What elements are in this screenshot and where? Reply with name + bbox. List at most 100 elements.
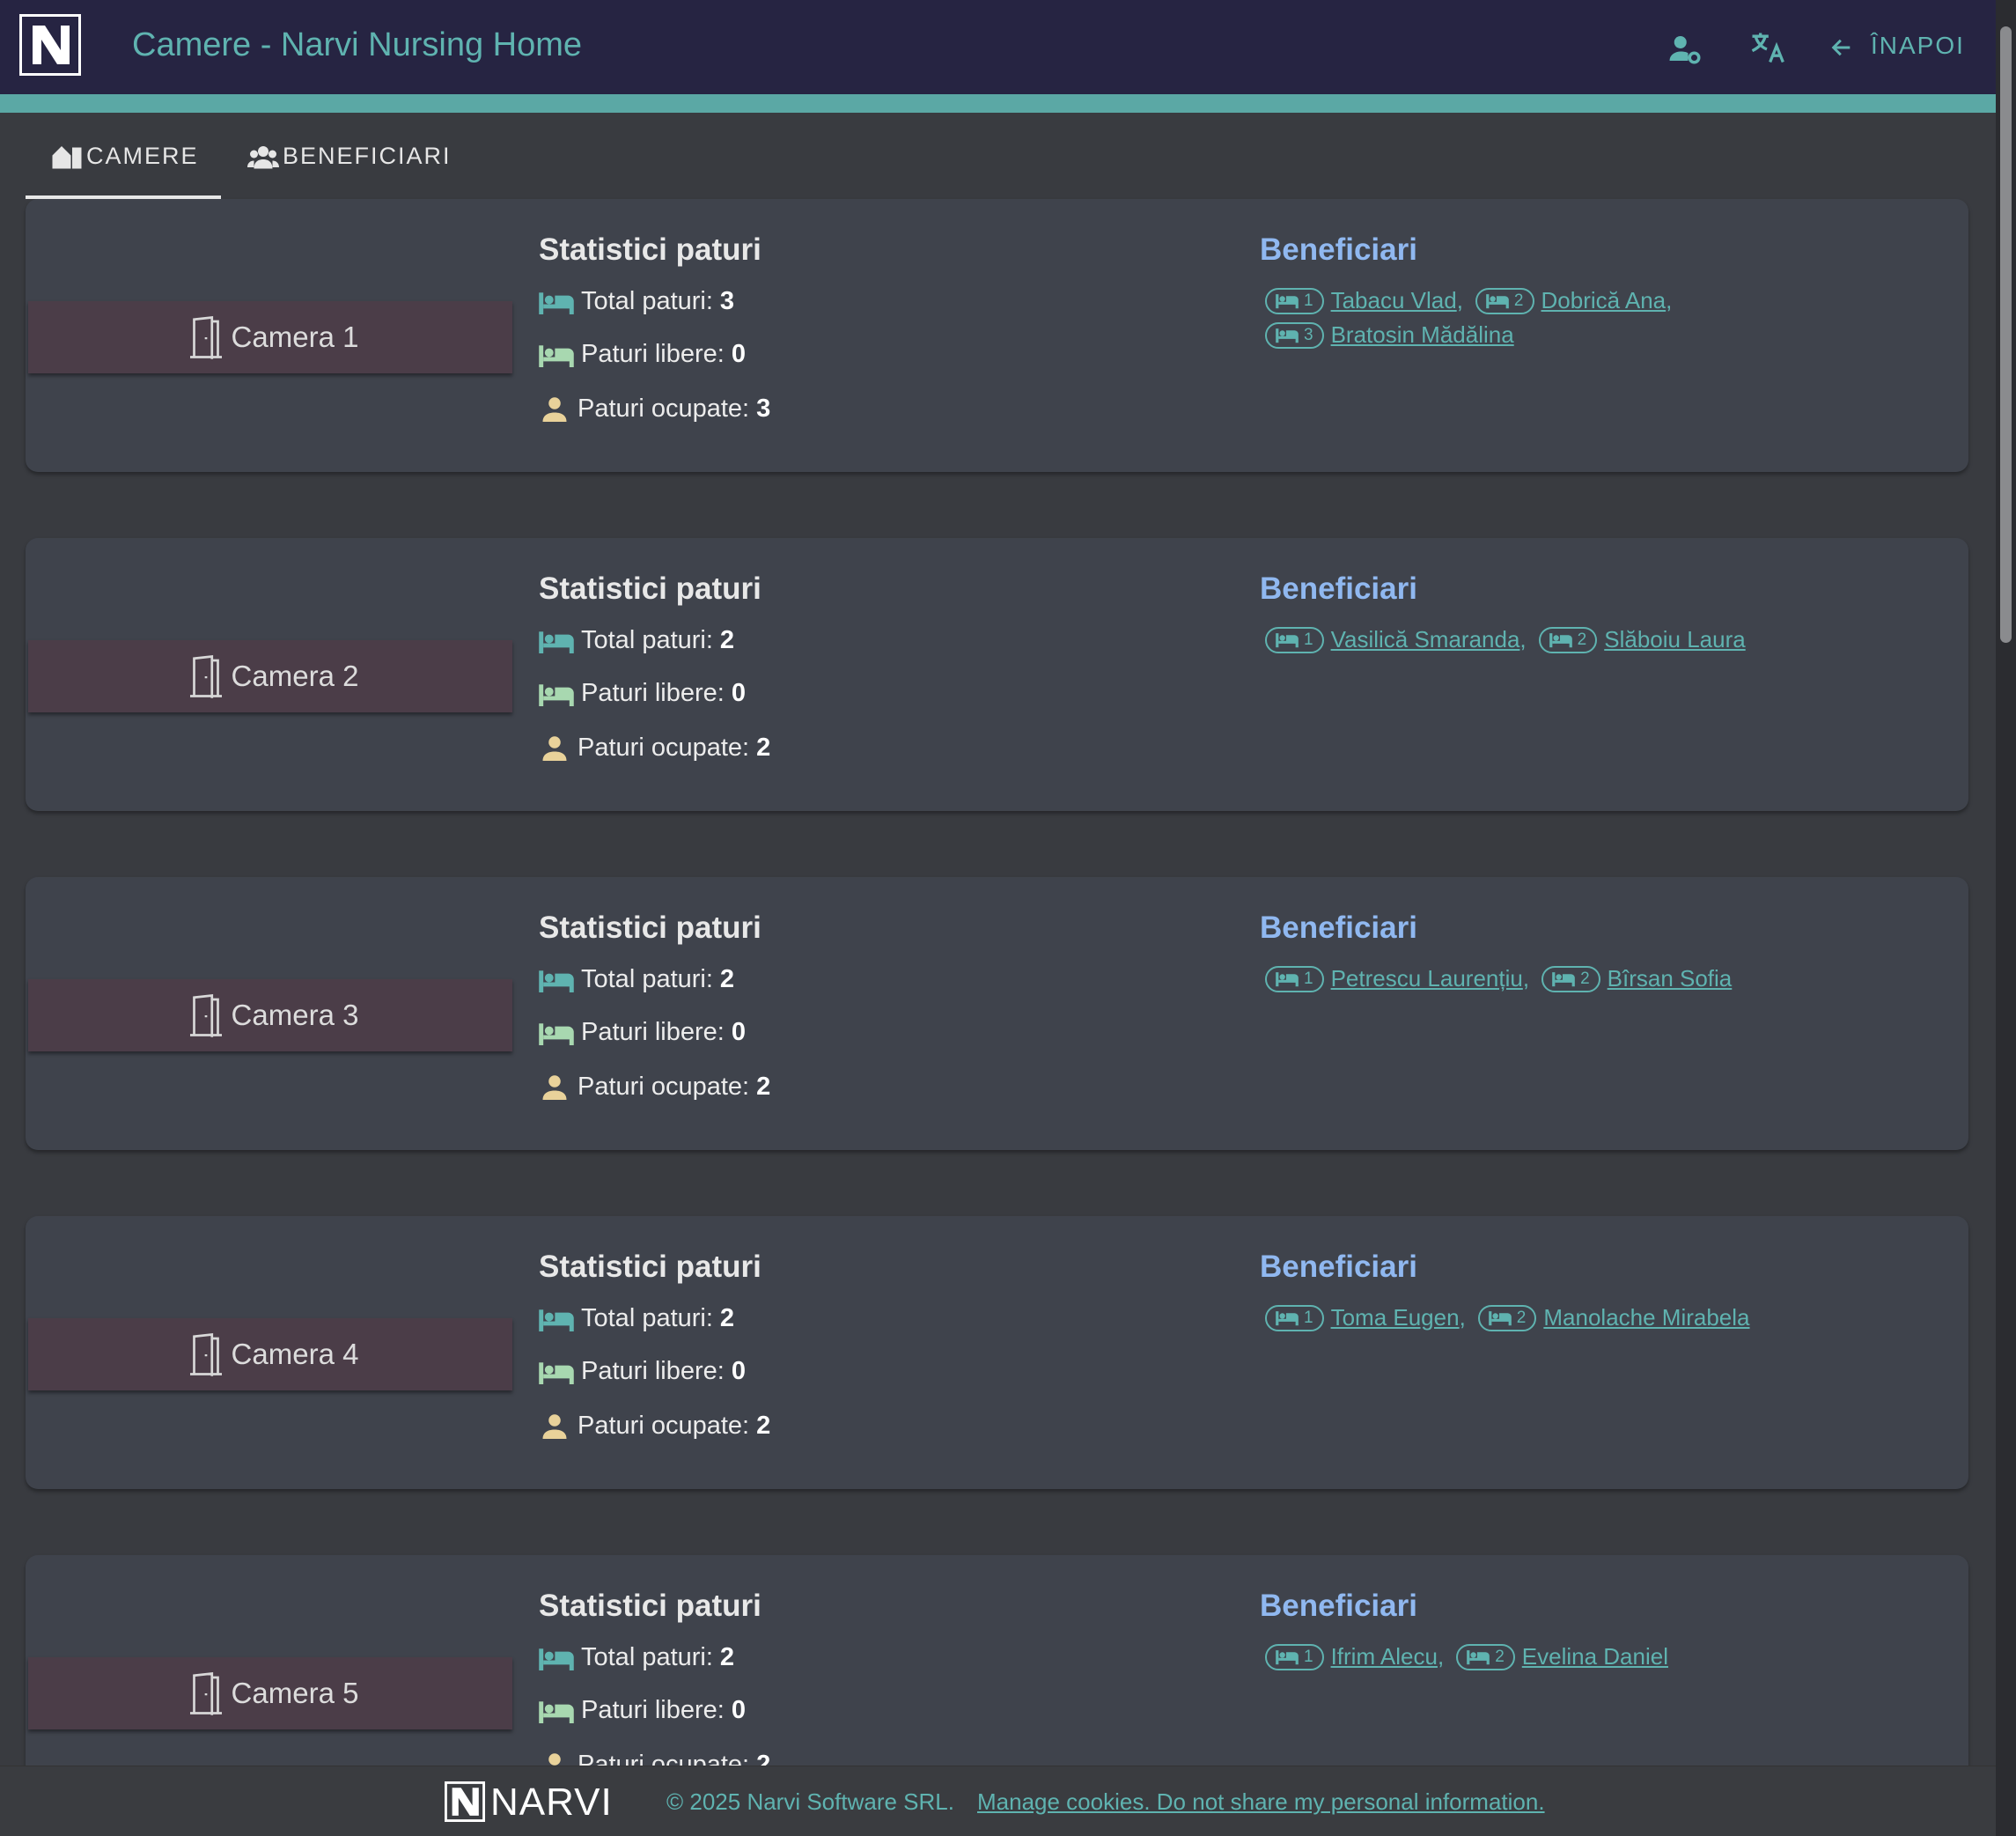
tab[interactable]: CAMERE [51,143,199,170]
room-name: Camera 2 [231,660,359,692]
room-button[interactable]: Camera 4 [28,1318,512,1390]
stat-icon [539,290,574,314]
stat-row: Total paturi: 2 [539,1643,734,1672]
bed-icon [1276,292,1299,309]
stat-value: 0 [731,340,746,368]
stat-row: Paturi ocupate: 2 [539,1071,770,1102]
bed-number: 2 [1577,630,1587,649]
beneficiary[interactable]: 1 Toma Eugen, [1265,1304,1466,1331]
beneficiary-name[interactable]: Vasilică Smaranda [1330,626,1520,653]
stat-icon [539,1360,574,1384]
stat-row: Paturi ocupate: 2 [539,1410,770,1442]
beneficiaries-title: Beneficiari [1260,1589,1417,1623]
beneficiary-name[interactable]: Toma Eugen [1330,1304,1460,1331]
stat-icon [539,1699,574,1723]
door-icon [182,992,230,1039]
stat-row: Total paturi: 2 [539,1304,734,1333]
beneficiary[interactable]: 2 Slăboiu Laura [1538,626,1746,653]
room-button[interactable]: Camera 1 [28,301,512,373]
beneficiary-name[interactable]: Manolache Mirabela [1543,1304,1750,1331]
beneficiary[interactable]: 2 Manolache Mirabela [1477,1304,1750,1331]
stat-value: 2 [719,965,735,993]
beneficiary-name[interactable]: Bratosin Mădălina [1330,321,1514,348]
user-settings-icon[interactable] [1667,30,1703,67]
room-button[interactable]: Camera 5 [28,1657,512,1729]
bed-icon [1276,327,1299,343]
bed-chip: 1 [1265,1304,1324,1331]
stat-value: 2 [756,1411,771,1440]
stat-value: 0 [731,679,746,707]
room-button[interactable]: Camera 3 [28,979,512,1051]
beneficiary-name[interactable]: Evelina Daniel [1521,1643,1668,1670]
bed-number: 1 [1304,1647,1313,1666]
stat-label: Paturi libere: [581,1018,725,1046]
logo[interactable] [19,14,81,76]
beneficiary[interactable]: 3 Bratosin Mădălina [1265,321,1514,349]
bed-icon [1276,631,1299,648]
door-icon [182,313,230,361]
stat-value: 2 [756,1072,771,1101]
beneficiary[interactable]: 1 Petrescu Laurențiu, [1265,965,1529,992]
beneficiary[interactable]: 2 Bîrsan Sofia [1541,965,1732,992]
bed-chip: 1 [1265,965,1324,992]
beneficiary-name[interactable]: Slăboiu Laura [1604,626,1746,653]
tab[interactable]: BENEFICIARI [247,143,452,170]
bed-number: 2 [1516,1308,1527,1327]
stat-row: Paturi libere: 0 [539,1357,746,1386]
stat-icon [539,682,574,706]
stat-value: 0 [731,1357,746,1385]
bed-number: 1 [1304,969,1313,988]
stat-row: Paturi libere: 0 [539,1696,746,1725]
stat-icon [539,1071,570,1102]
bed-chip: 2 [1541,965,1600,992]
beneficiary[interactable]: 1 Vasilică Smaranda, [1265,626,1527,653]
stats-title: Statistici paturi [539,571,762,606]
beneficiary-list: 1 Toma Eugen, 2 Manolache Mirabela [1265,1304,1881,1331]
stat-icon [539,343,574,367]
bed-chip: 1 [1265,626,1324,653]
stat-value: 3 [719,287,735,315]
beneficiary[interactable]: 1 Tabacu Vlad, [1265,287,1463,314]
door-icon [182,653,230,700]
beneficiary[interactable]: 2 Dobrică Ana, [1475,287,1672,314]
bed-icon [1488,1309,1512,1326]
bed-chip: 2 [1538,626,1598,653]
stat-row: Total paturi: 3 [539,287,734,316]
beneficiary[interactable]: 1 Ifrim Alecu, [1265,1643,1444,1670]
scrollbar-thumb[interactable] [2000,26,2012,643]
stat-row: Paturi ocupate: 3 [539,393,770,424]
tab-indicator [26,195,221,199]
bed-number: 1 [1304,630,1313,649]
stat-label: Paturi libere: [581,679,725,707]
stat-row: Paturi libere: 0 [539,1018,746,1047]
room-button[interactable]: Camera 2 [28,640,512,712]
back-arrow[interactable] [1829,35,1854,60]
beneficiary-name[interactable]: Petrescu Laurențiu [1330,965,1523,992]
stat-label: Total paturi: [581,1304,713,1332]
separator: , [1459,1304,1466,1331]
beneficiary-name[interactable]: Tabacu Vlad [1330,287,1457,313]
bed-number: 3 [1304,325,1313,344]
bed-icon [1276,1648,1299,1665]
translate-icon[interactable] [1747,28,1786,67]
bed-icon [1552,970,1575,987]
stat-row: Paturi ocupate: 2 [539,732,770,763]
beneficiary-name[interactable]: Bîrsan Sofia [1607,965,1733,992]
footer-link[interactable]: Manage cookies. Do not share my personal… [977,1788,1545,1815]
back-button[interactable]: ÎNAPOI [1871,32,1965,59]
separator: , [1522,965,1530,992]
beneficiary-list: 1 Ifrim Alecu, 2 Evelina Daniel [1265,1643,1881,1670]
bed-number: 1 [1304,1308,1313,1327]
accent-stripe [0,94,1996,113]
stat-value: 2 [756,733,771,762]
stat-value: 2 [719,1643,735,1671]
stat-row: Total paturi: 2 [539,965,734,994]
footer [0,1766,1996,1836]
beneficiary-name[interactable]: Dobrică Ana [1541,287,1667,313]
stat-icon [539,629,574,653]
beneficiary-list: 1 Petrescu Laurențiu, 2 Bîrsan Sofia [1265,965,1881,992]
stat-label: Paturi libere: [581,340,725,368]
beneficiary[interactable]: 2 Evelina Daniel [1456,1643,1668,1670]
beneficiary-name[interactable]: Ifrim Alecu [1330,1643,1438,1670]
bed-icon [1276,970,1299,987]
